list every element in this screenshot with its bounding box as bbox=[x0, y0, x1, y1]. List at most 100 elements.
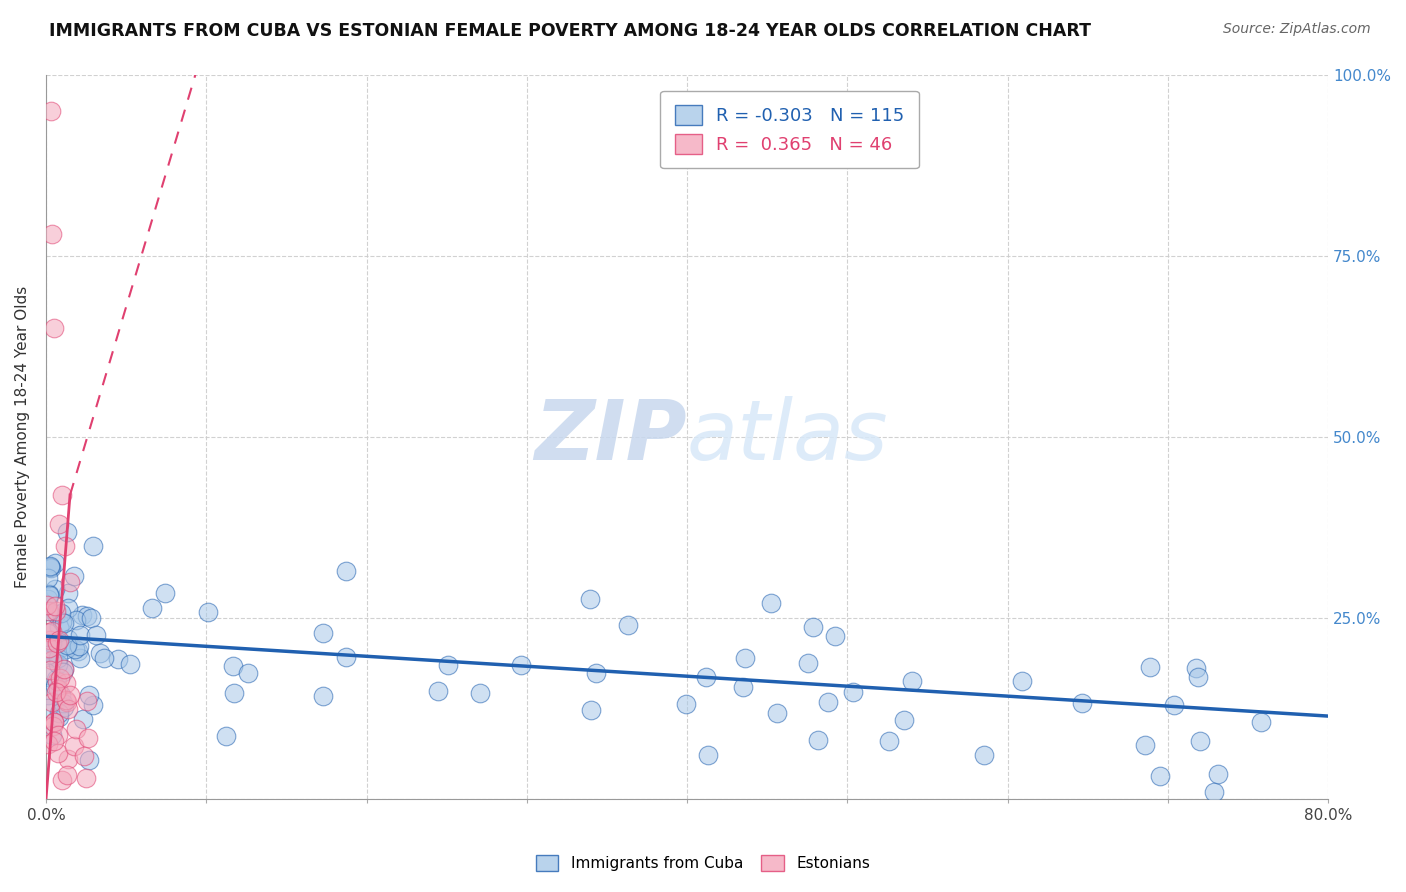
Point bbox=[48, 710, 70, 724]
Point bbox=[51, 615, 73, 629]
Point bbox=[46, 674, 69, 689]
Point bbox=[82, 539, 104, 553]
Point bbox=[39, 663, 62, 677]
Point bbox=[437, 658, 460, 673]
Point bbox=[76, 608, 98, 623]
Point bbox=[1070, 697, 1092, 711]
Point bbox=[44, 582, 66, 597]
Point bbox=[53, 700, 76, 714]
Point bbox=[734, 650, 756, 665]
Point bbox=[52, 665, 75, 679]
Point bbox=[38, 625, 60, 640]
Text: Source: ZipAtlas.com: Source: ZipAtlas.com bbox=[1223, 22, 1371, 37]
Point bbox=[107, 651, 129, 665]
Point bbox=[973, 747, 995, 762]
Point bbox=[796, 656, 818, 670]
Point bbox=[82, 698, 104, 713]
Point bbox=[41, 653, 63, 667]
Point bbox=[675, 697, 697, 711]
Point bbox=[1250, 715, 1272, 730]
Point bbox=[312, 626, 335, 640]
Point bbox=[37, 598, 59, 612]
Point bbox=[46, 747, 69, 761]
Point bbox=[48, 634, 70, 648]
Point bbox=[37, 571, 59, 585]
Point bbox=[118, 657, 141, 672]
Point bbox=[37, 626, 59, 640]
Point bbox=[59, 688, 82, 702]
Point bbox=[37, 641, 59, 656]
Point bbox=[55, 768, 77, 782]
Point bbox=[38, 640, 60, 655]
Point bbox=[1011, 673, 1033, 688]
Point bbox=[468, 686, 491, 700]
Point bbox=[901, 674, 924, 689]
Point bbox=[52, 616, 75, 631]
Point bbox=[41, 636, 63, 650]
Point bbox=[335, 564, 357, 578]
Point bbox=[93, 651, 115, 665]
Point bbox=[695, 670, 717, 684]
Point bbox=[89, 646, 111, 660]
Point bbox=[1149, 769, 1171, 783]
Point bbox=[48, 651, 70, 665]
Point bbox=[73, 748, 96, 763]
Point bbox=[56, 694, 79, 708]
Point bbox=[69, 651, 91, 665]
Point bbox=[585, 666, 607, 681]
Point bbox=[579, 592, 602, 607]
Point bbox=[55, 642, 77, 657]
Point bbox=[761, 596, 783, 610]
Point bbox=[817, 695, 839, 709]
Point bbox=[45, 685, 67, 699]
Point bbox=[877, 734, 900, 748]
Point bbox=[37, 592, 59, 607]
Point bbox=[72, 607, 94, 622]
Point bbox=[46, 681, 69, 696]
Point bbox=[45, 604, 67, 618]
Point bbox=[801, 620, 824, 634]
Point bbox=[76, 694, 98, 708]
Point bbox=[55, 524, 77, 539]
Point bbox=[807, 733, 830, 747]
Point bbox=[893, 714, 915, 728]
Point bbox=[56, 585, 79, 599]
Point bbox=[46, 657, 69, 672]
Point bbox=[44, 715, 66, 730]
Point bbox=[41, 695, 63, 709]
Point bbox=[46, 728, 69, 742]
Point bbox=[37, 604, 59, 618]
Point bbox=[45, 607, 67, 622]
Point bbox=[77, 731, 100, 745]
Point bbox=[155, 586, 177, 600]
Point bbox=[42, 321, 65, 335]
Point bbox=[46, 636, 69, 650]
Point bbox=[38, 588, 60, 602]
Point bbox=[41, 728, 63, 742]
Point bbox=[335, 649, 357, 664]
Point bbox=[697, 747, 720, 762]
Point bbox=[38, 586, 60, 600]
Point bbox=[37, 668, 59, 682]
Point bbox=[44, 679, 66, 693]
Point bbox=[77, 688, 100, 702]
Point bbox=[44, 556, 66, 570]
Point bbox=[55, 693, 77, 707]
Point bbox=[56, 752, 79, 766]
Point bbox=[65, 641, 87, 656]
Point bbox=[1133, 738, 1156, 752]
Point bbox=[53, 663, 76, 677]
Point bbox=[77, 753, 100, 767]
Point bbox=[49, 640, 72, 655]
Legend: R = -0.303   N = 115, R =  0.365   N = 46: R = -0.303 N = 115, R = 0.365 N = 46 bbox=[661, 91, 920, 169]
Point bbox=[579, 703, 602, 717]
Point bbox=[48, 671, 70, 685]
Point bbox=[197, 605, 219, 619]
Point bbox=[42, 719, 65, 733]
Point bbox=[37, 648, 59, 663]
Point bbox=[84, 628, 107, 642]
Text: atlas: atlas bbox=[688, 396, 889, 477]
Point bbox=[49, 606, 72, 620]
Point bbox=[72, 712, 94, 726]
Point bbox=[39, 560, 62, 574]
